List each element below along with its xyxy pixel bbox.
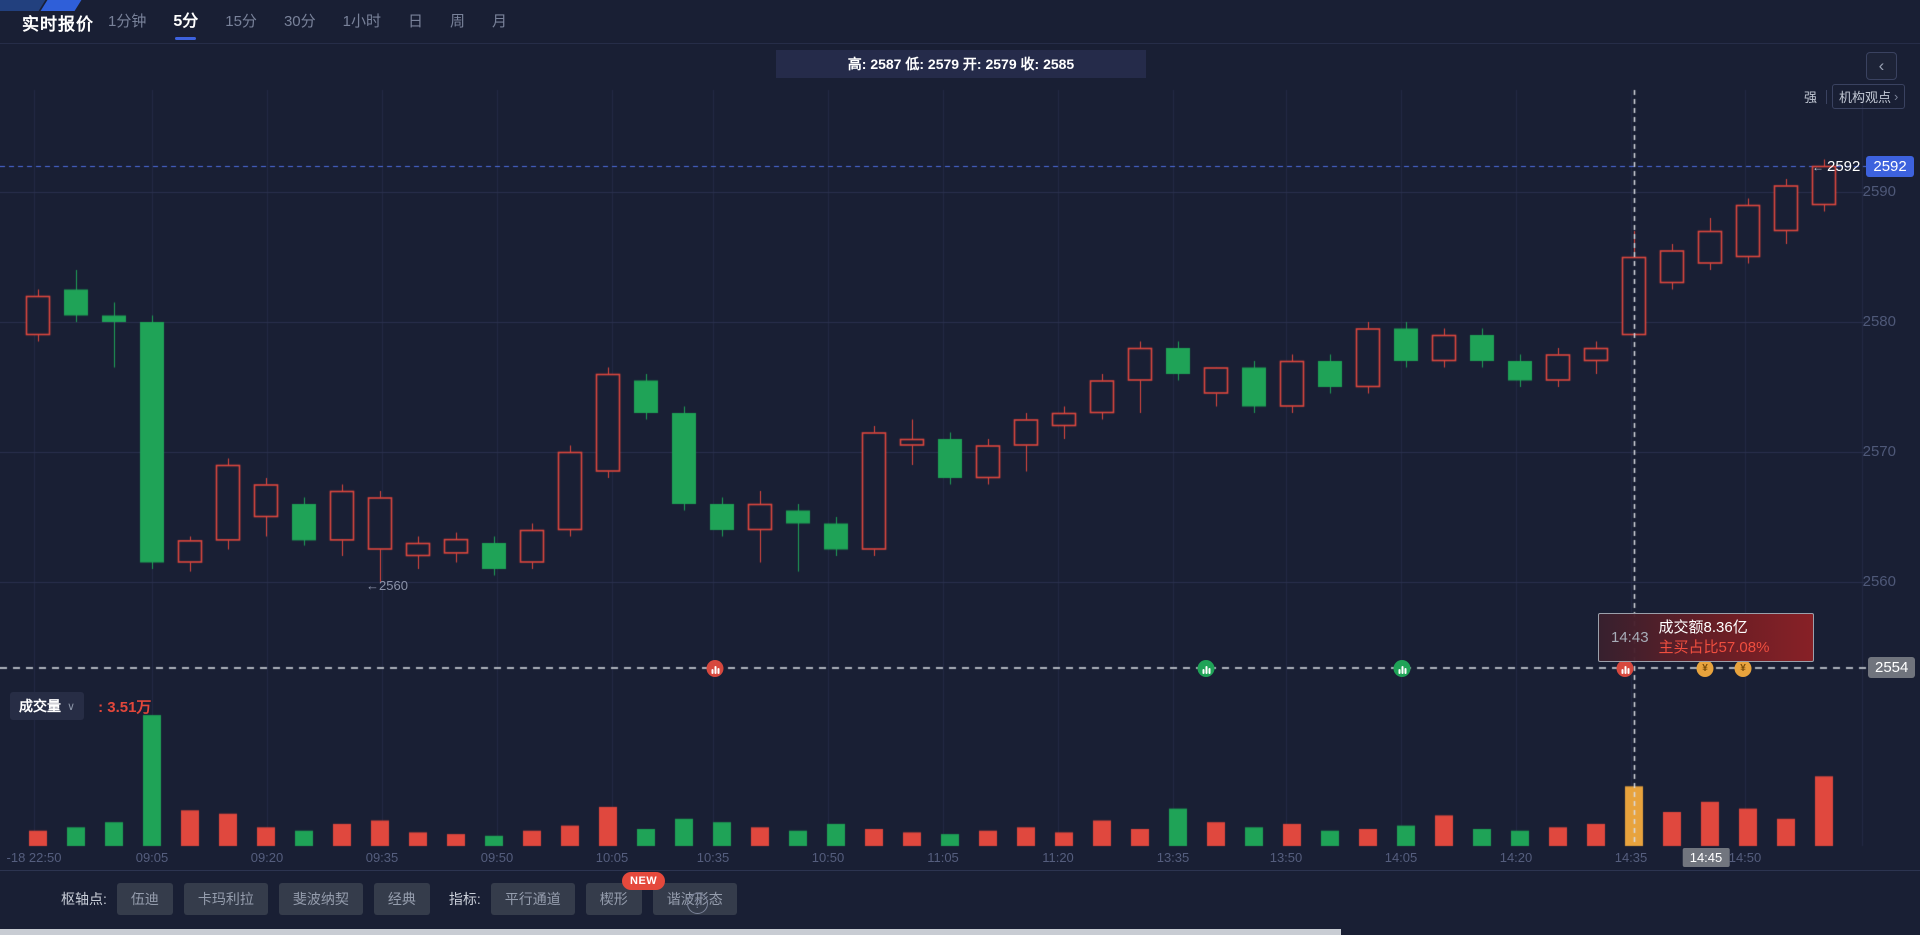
volume-value: : 3.51万 [98, 698, 152, 716]
pivot-button-3[interactable]: 经典 [373, 883, 430, 915]
volume-spike-marker-icon[interactable] [1616, 660, 1634, 677]
time-axis-label-0: -18 22:50 [6, 850, 62, 865]
turnover-text: 成交额8.36亿 [1658, 618, 1748, 636]
tab-interval-3[interactable]: 30分 [283, 13, 316, 30]
volume-spike-marker-icon[interactable] [1197, 660, 1215, 677]
corner-ribbon-decoration [0, 0, 96, 11]
ohlc-tooltip-text: 高: 2587 低: 2579 开: 2579 收: 2585 [847, 56, 1075, 72]
price-axis-label-2580: 2580 [1862, 313, 1896, 330]
new-badge: NEW [622, 872, 666, 890]
time-axis-label-3: 09:35 [365, 850, 399, 865]
help-icon[interactable]: ? [687, 893, 708, 914]
tab-interval-0[interactable]: 1分钟 [108, 13, 147, 30]
horizontal-scrollbar[interactable] [0, 929, 1341, 935]
coin-marker-icon[interactable]: ¥ [1734, 660, 1752, 677]
institution-view-button[interactable]: 机构观点 › [1832, 84, 1906, 109]
crosshair-time: 14:43 [1611, 629, 1649, 646]
price-axis-label-2560: 2560 [1862, 573, 1896, 590]
tab-interval-2[interactable]: 15分 [225, 13, 257, 30]
pivot-label: 枢轴点: [61, 891, 107, 907]
time-axis-label-4: 09:50 [480, 850, 514, 865]
page-title: 实时报价 [22, 15, 94, 34]
crosshair-tooltip: 14:43 成交额8.36亿 主买占比57.08% [1598, 613, 1814, 662]
day-low-annotation: ←2560 [366, 578, 408, 593]
time-axis-label-1: 09:05 [135, 850, 169, 865]
time-axis-label-12: 14:05 [1384, 850, 1418, 865]
time-axis-label-16: 14:50 [1728, 850, 1762, 865]
volume-label: 成交量 [19, 698, 61, 714]
strength-badge: 强 [1804, 90, 1818, 105]
indicator-buttons: 平行通道 楔形 谐波形态 [490, 883, 748, 915]
time-axis-label-5: 10:05 [595, 850, 629, 865]
buy-ratio-text: 主买占比57.08% [1658, 638, 1770, 656]
current-price-badge: 2592 [1866, 156, 1914, 177]
ohlc-tooltip: 高: 2587 低: 2579 开: 2579 收: 2585 [776, 50, 1146, 78]
strength-row: 强 机构观点 › [1800, 84, 1906, 109]
volume-spike-marker-icon[interactable] [706, 660, 724, 677]
time-axis-label-6: 10:35 [696, 850, 730, 865]
time-axis-label-11: 13:50 [1269, 850, 1303, 865]
divider [1826, 89, 1828, 104]
tab-interval-1[interactable]: 5分 [173, 0, 198, 43]
volume-spike-marker-icon[interactable] [1393, 660, 1411, 677]
tab-interval-7[interactable]: 月 [492, 13, 508, 30]
pivot-button-1[interactable]: 卡玛利拉 [183, 883, 268, 915]
chevron-down-icon: ∨ [67, 700, 76, 713]
collapse-panel-button[interactable]: ‹ [1866, 52, 1897, 80]
indicator-button-0[interactable]: 平行通道 [490, 883, 575, 915]
time-axis-label-9: 11:20 [1042, 850, 1074, 865]
price-axis-label-2590: 2590 [1862, 183, 1896, 200]
time-axis-label-10: 13:35 [1156, 850, 1190, 865]
pane-bottom-price-badge: 2554 [1868, 657, 1916, 678]
current-price-row: ← 2592 2592 [1812, 156, 1914, 177]
time-axis-label-14: 14:35 [1614, 850, 1648, 865]
tab-interval-4[interactable]: 1小时 [342, 13, 381, 30]
top-bar: 实时报价 1分钟 5分 15分 30分 1小时 日 周 月 [0, 0, 1920, 44]
price-axis-label-2570: 2570 [1862, 443, 1896, 460]
time-axis-label-2: 09:20 [250, 850, 284, 865]
time-axis-label-highlighted: 14:45 [1682, 848, 1730, 867]
indicator-button-1[interactable]: 楔形 [585, 883, 642, 915]
time-axis-label-8: 11:05 [927, 850, 959, 865]
pivot-button-2[interactable]: 斐波纳契 [278, 883, 363, 915]
volume-pane-header: 成交量 ∨ : 3.51万 [10, 692, 151, 720]
pivot-button-0[interactable]: 伍迪 [116, 883, 173, 915]
pivot-buttons: 伍迪 卡玛利拉 斐波纳契 经典 [116, 883, 441, 915]
tab-interval-6[interactable]: 周 [449, 13, 465, 30]
time-axis-label-7: 10:50 [811, 850, 845, 865]
arrow-left-icon: ← [1812, 159, 1824, 174]
coin-marker-icon[interactable]: ¥ [1696, 660, 1714, 677]
indicator-label: 指标: [448, 891, 481, 907]
interval-tabs: 1分钟 5分 15分 30分 1小时 日 周 月 [108, 0, 507, 43]
volume-indicator-dropdown[interactable]: 成交量 ∨ [10, 692, 85, 720]
institution-view-label: 机构观点 [1839, 90, 1892, 105]
tab-interval-5[interactable]: 日 [407, 13, 423, 30]
current-price-text: 2592 [1827, 158, 1861, 175]
axis-divider-line [0, 870, 1920, 871]
time-axis-label-13: 14:20 [1499, 850, 1533, 865]
chevron-left-icon: ‹ [1878, 56, 1885, 75]
chevron-right-icon: › [1894, 89, 1899, 104]
